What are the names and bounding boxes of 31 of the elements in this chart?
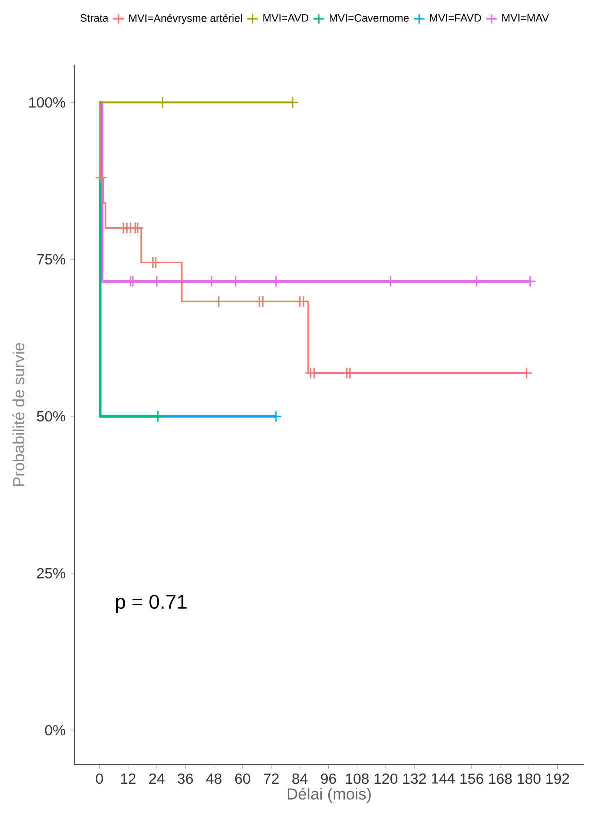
x-tick-label: 36 <box>178 774 194 784</box>
y-tick-label: 25% <box>37 568 66 579</box>
annotation: p = 0.71 <box>116 594 187 614</box>
x-tick-label: 108 <box>346 774 369 784</box>
x-tick-label: 0 <box>96 774 104 784</box>
x-tick-label: 96 <box>321 774 336 784</box>
x-tick-label: 156 <box>460 774 484 784</box>
legend-label: MVI=Anévrysme artériel <box>130 14 242 24</box>
x-tick-label: 168 <box>489 774 512 784</box>
x-tick-label: 192 <box>546 774 570 784</box>
y-tick-label: 100% <box>30 97 66 108</box>
x-axis-title: Délai (mois) <box>288 788 371 803</box>
legend-label: MVI=MAV <box>502 14 550 22</box>
x-tick-label: 120 <box>374 774 398 784</box>
legend-label: MVI=FAVD <box>430 14 482 22</box>
y-tick-label: 75% <box>37 254 66 265</box>
x-tick-label: 12 <box>121 774 136 784</box>
x-tick-label: 84 <box>292 774 308 784</box>
legend-label: MVI=Cavernome <box>330 14 409 22</box>
y-tick-label: 50% <box>37 411 66 422</box>
x-tick-label: 144 <box>432 774 456 784</box>
x-tick-label: 24 <box>150 774 165 784</box>
x-tick-label: 60 <box>235 774 250 784</box>
x-tick-label: 72 <box>264 774 279 784</box>
x-tick-label: 132 <box>403 774 426 784</box>
y-tick-label: 0% <box>45 725 66 736</box>
legend-title: Strata <box>80 14 109 22</box>
x-tick-label: 180 <box>518 774 541 784</box>
y-axis-title: Probabilité de survie <box>12 343 25 486</box>
x-tick-label: 48 <box>206 774 222 784</box>
legend-label: MVI=AVD <box>264 14 309 22</box>
